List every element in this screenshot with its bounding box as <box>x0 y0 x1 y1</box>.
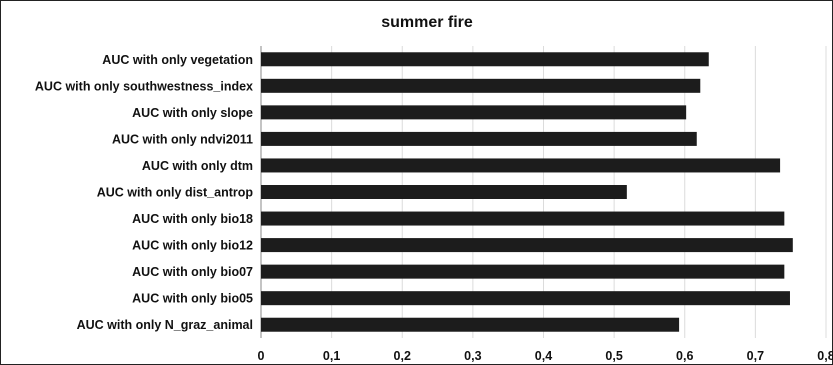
bar <box>261 238 793 253</box>
bar <box>261 264 785 279</box>
x-tick-label: 0,2 <box>394 349 411 363</box>
x-tick-label: 0,6 <box>676 349 693 363</box>
category-label: AUC with only bio18 <box>132 212 253 226</box>
category-label: AUC with only bio07 <box>132 265 253 279</box>
x-axis-tick-labels: 0 0,1 0,2 0,3 0,4 0,5 0,6 0,7 0,8 <box>258 349 833 363</box>
bars <box>261 52 793 332</box>
bar <box>261 317 680 332</box>
x-tick-label: 0,8 <box>817 349 833 363</box>
bar <box>261 131 697 146</box>
bar <box>261 52 709 67</box>
chart-title: summer fire <box>381 14 473 31</box>
bar <box>261 78 701 93</box>
category-label: AUC with only southwestness_index <box>35 79 253 93</box>
bar <box>261 158 781 173</box>
bar <box>261 105 687 120</box>
category-labels: AUC with only vegetation AUC with only so… <box>35 53 253 332</box>
x-tick-label: 0,5 <box>605 349 622 363</box>
x-tick-label: 0,7 <box>747 349 764 363</box>
category-label: AUC with only vegetation <box>102 53 253 67</box>
category-label: AUC with only ndvi2011 <box>112 132 253 146</box>
x-tick-label: 0,1 <box>323 349 340 363</box>
category-label: AUC with only bio12 <box>132 239 253 253</box>
x-tick-label: 0,4 <box>535 349 552 363</box>
bar <box>261 211 785 226</box>
category-label: AUC with only dtm <box>142 159 253 173</box>
category-label: AUC with only N_graz_animal <box>77 318 253 332</box>
x-tick-label: 0,3 <box>464 349 481 363</box>
bar <box>261 291 790 306</box>
category-label: AUC with only bio05 <box>132 292 253 306</box>
category-label: AUC with only dist_antrop <box>97 186 254 200</box>
x-tick-label: 0 <box>258 349 265 363</box>
category-label: AUC with only slope <box>132 106 253 120</box>
bar <box>261 185 627 199</box>
